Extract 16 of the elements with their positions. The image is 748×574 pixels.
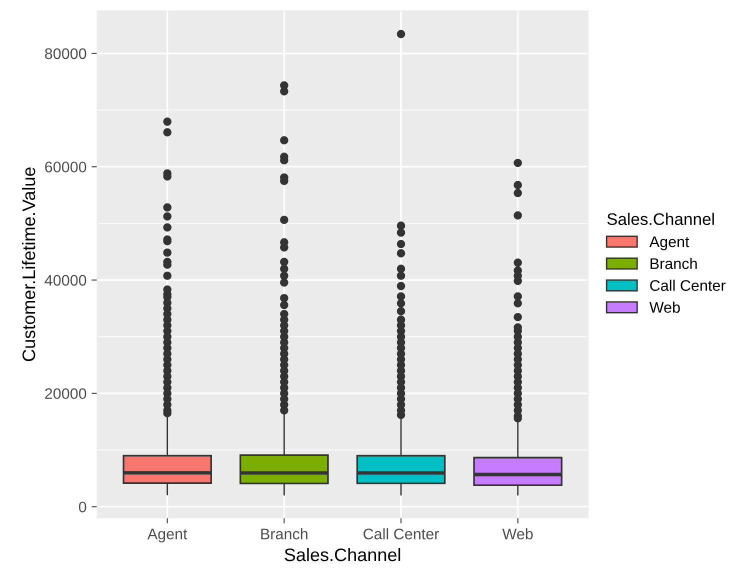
y-tick-label: 60000 — [45, 162, 86, 172]
y-tick-label: 20000 — [45, 388, 86, 400]
x-axis-title: Sales.Channel — [284, 548, 400, 562]
x-tick-label: Branch — [261, 528, 308, 540]
x-tick-label: Agent — [147, 528, 188, 542]
legend-label: Web — [649, 302, 680, 313]
y-tick-label: 80000 — [45, 48, 86, 60]
legend-title: Sales.Channel — [607, 212, 714, 226]
y-axis-title: Customer.Lifetime.Value — [22, 167, 36, 362]
x-tick-label: Web — [502, 528, 533, 540]
x-tick-label: Call Center — [364, 528, 439, 540]
legend-label: Call Center — [650, 280, 726, 291]
legend-label: Agent — [649, 236, 690, 250]
y-tick-label: 0 — [78, 502, 86, 512]
legend-label: Branch — [650, 258, 697, 270]
y-tick-label: 40000 — [44, 274, 86, 286]
